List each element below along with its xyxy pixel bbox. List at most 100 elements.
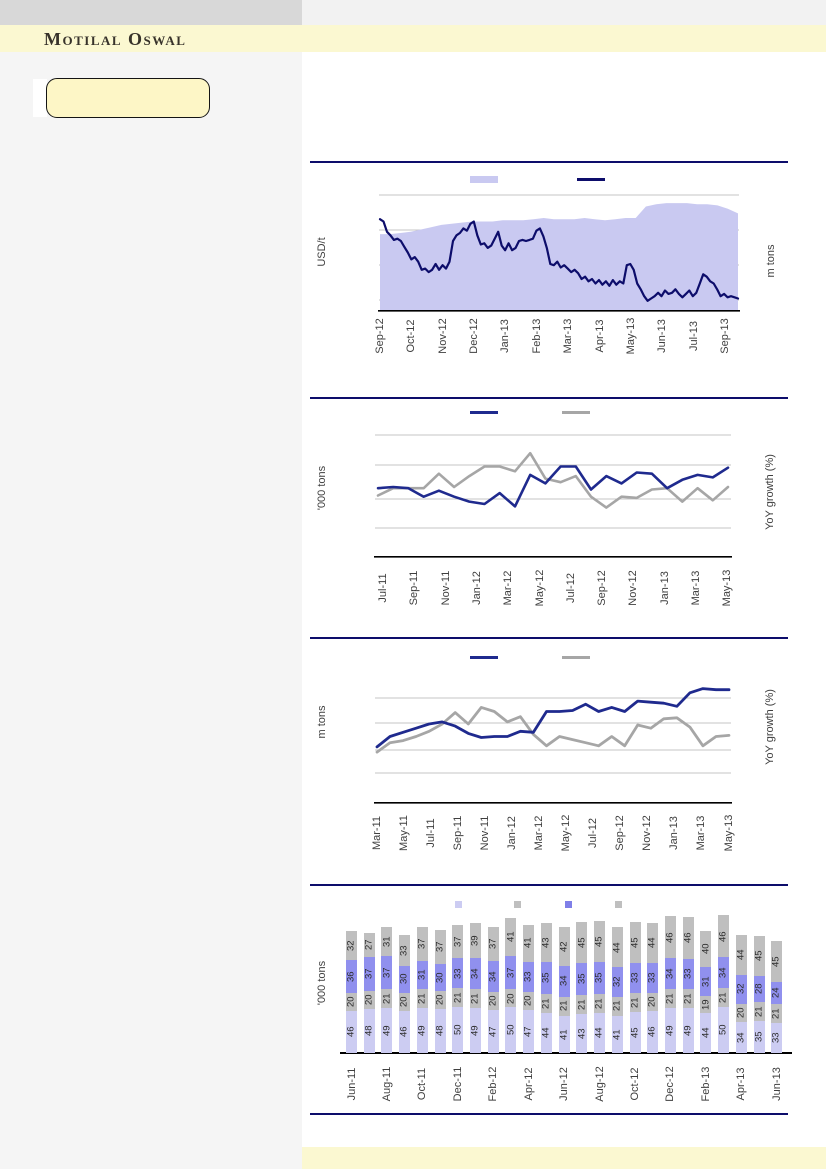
stacked-bar: 44 21 35 45 (594, 920, 606, 1053)
bar-segment: 44 (735, 934, 747, 975)
chart4-x-tick-label: Jun-12 (557, 1067, 570, 1101)
bar-value-label: 37 (381, 967, 393, 978)
callout-box (46, 78, 210, 118)
bar-segment: 43 (576, 1013, 588, 1053)
bar-segment: 35 (753, 1021, 765, 1053)
chart4-legend-swatch-3 (565, 901, 572, 908)
bar-segment: 44 (540, 1012, 552, 1053)
bar-value-label: 45 (629, 937, 641, 948)
bar-segment: 47 (523, 1010, 535, 1053)
stacked-bar: 44 21 35 43 (540, 922, 552, 1053)
bar-value-label: 43 (540, 937, 552, 948)
top-gray-bar (0, 0, 302, 25)
stacked-bar: 50 21 34 46 (718, 915, 730, 1053)
bar-segment: 32 (735, 974, 747, 1004)
bar-value-label: 34 (470, 968, 481, 980)
stacked-bar: 49 21 34 46 (664, 916, 676, 1053)
bar-value-label: 37 (452, 936, 464, 947)
chart4-x-tick-label: Apr-13 (734, 1067, 747, 1101)
bar-value-label: 35 (576, 973, 588, 985)
bar-segment: 47 (487, 1010, 499, 1053)
chart3-x-tick-label: Nov-12 (640, 815, 653, 851)
bar-value-label: 37 (434, 941, 446, 953)
bar-segment: 21 (540, 993, 552, 1013)
bar-segment: 33 (399, 935, 411, 966)
bar-segment: 45 (753, 935, 765, 977)
chart3-x-tick-label: Jan-12 (505, 816, 518, 850)
bar-value-label: 31 (416, 969, 428, 981)
stacked-bar: 50 21 33 37 (452, 924, 464, 1053)
bar-value-label: 21 (611, 1000, 623, 1012)
divider-line (310, 884, 788, 886)
bar-segment: 21 (594, 993, 606, 1013)
bar-value-label: 27 (363, 939, 375, 951)
stacked-bar: 47 20 33 41 (523, 924, 535, 1053)
chart1-x-tick-label: Apr-13 (593, 319, 606, 353)
stacked-bar: 46 20 36 32 (346, 930, 357, 1053)
bar-value-label: 37 (505, 967, 517, 978)
chart4-x-tick-label: Apr-12 (522, 1067, 535, 1101)
chart3-x-tick-label: Sep-12 (613, 815, 626, 851)
bar-value-label: 46 (664, 932, 676, 943)
chart1-x-tick-label: Sep-13 (718, 318, 731, 354)
bar-segment: 33 (629, 962, 641, 993)
bar-segment: 31 (416, 961, 428, 990)
chart4-x-tick-label: Dec-12 (663, 1066, 676, 1102)
bar-segment: 21 (381, 989, 393, 1009)
bar-segment: 37 (434, 930, 446, 964)
chart1-x-tick-label: Oct-12 (404, 319, 417, 353)
stacked-bar: 46 20 33 44 (647, 922, 659, 1053)
bar-segment: 46 (399, 1011, 411, 1053)
bar-value-label: 39 (470, 935, 481, 946)
bar-segment: 37 (505, 955, 517, 990)
bar-segment: 34 (487, 960, 499, 992)
bar-segment: 37 (416, 927, 428, 961)
bar-segment: 48 (363, 1009, 375, 1053)
bar-segment: 37 (381, 955, 393, 990)
bar-value-label: 41 (505, 931, 517, 943)
bar-segment: 50 (718, 1007, 730, 1053)
chart1-ylabel-left: USD/t (315, 237, 328, 267)
chart3-ylabel-right: YoY growth (%) (763, 689, 776, 765)
chart2-legend-navy-swatch (470, 411, 498, 414)
bar-value-label: 33 (629, 972, 641, 984)
bar-value-label: 34 (487, 971, 499, 982)
chart4-legend-swatch-1 (455, 901, 462, 908)
stacked-bar: 41 21 32 44 (611, 927, 623, 1053)
bar-segment: 21 (576, 994, 588, 1014)
bar-segment: 20 (434, 991, 446, 1010)
bar-segment: 20 (346, 992, 357, 1012)
chart3-x-tick-label: May-12 (559, 814, 572, 852)
bar-segment: 45 (576, 921, 588, 963)
bar-value-label: 34 (664, 968, 676, 980)
bar-segment: 27 (363, 932, 375, 958)
bottom-band (302, 1147, 826, 1169)
chart3-x-tick-label: Nov-11 (478, 815, 491, 851)
chart4-x-tick-label: Jun-11 (345, 1067, 357, 1101)
chart3-x-tick-label: Mar-13 (694, 815, 707, 851)
bar-value-label: 20 (647, 996, 658, 1008)
bar-value-label: 21 (452, 992, 464, 1004)
stacked-bar: 35 21 28 45 (753, 935, 765, 1053)
bar-value-label: 34 (735, 1032, 747, 1043)
bar-value-label: 35 (753, 1031, 765, 1043)
bar-segment: 49 (381, 1008, 393, 1053)
bar-segment: 34 (664, 958, 676, 990)
stacked-bar: 49 21 37 31 (381, 927, 393, 1053)
bar-segment: 45 (594, 920, 606, 962)
chart1-x-tick-label: May-13 (624, 317, 637, 355)
bar-segment: 42 (558, 927, 570, 966)
bar-value-label: 41 (523, 937, 534, 949)
bar-value-label: 34 (558, 975, 570, 987)
bar-value-label: 21 (576, 998, 588, 1010)
bar-segment: 49 (470, 1008, 482, 1053)
bar-value-label: 21 (594, 998, 605, 1009)
bar-value-label: 46 (647, 1026, 658, 1038)
bar-value-label: 37 (487, 938, 499, 950)
bar-segment: 33 (523, 961, 535, 992)
chart2-legend-gray-swatch (562, 411, 590, 414)
bar-value-label: 45 (594, 936, 605, 947)
bar-value-label: 21 (771, 1008, 783, 1019)
bar-segment: 45 (771, 940, 783, 982)
bar-segment: 21 (682, 989, 694, 1009)
